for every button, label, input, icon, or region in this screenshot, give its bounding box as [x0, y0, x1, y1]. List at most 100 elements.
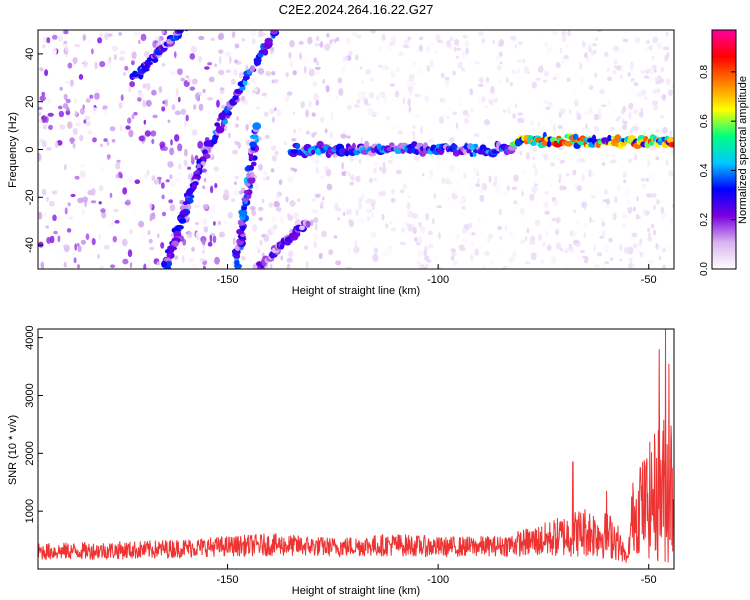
spectrogram-cell — [509, 231, 513, 238]
spectrogram-cell — [532, 164, 536, 169]
spectrogram-cell — [450, 255, 455, 261]
spectrogram-cell — [128, 129, 134, 138]
spectrogram-cell — [258, 163, 263, 171]
spectrogram-cell — [63, 261, 67, 268]
spectrogram-cell — [121, 238, 128, 247]
spectrogram-cell — [591, 43, 598, 47]
spectrogram-cell — [335, 37, 340, 42]
spectrogram-cell — [627, 246, 634, 255]
spectrogram-cell — [310, 209, 315, 213]
spectrogram-cell — [103, 244, 110, 250]
spectrogram-cell — [498, 183, 501, 191]
spectrogram-cell — [642, 208, 647, 215]
spectrogram-feature-cell — [262, 48, 269, 56]
spectrogram-cell — [322, 78, 325, 85]
spectrogram-cell — [235, 123, 240, 128]
spectrogram-feature-cell — [176, 30, 184, 34]
spectrogram-cell — [99, 265, 104, 269]
spectrogram-cell — [291, 138, 297, 142]
spectrogram-cell — [134, 179, 141, 184]
spectrogram-cell — [524, 261, 531, 265]
spectrogram-cell — [473, 167, 479, 175]
spectrogram-feature-cell — [389, 142, 395, 147]
spectrogram-cell — [443, 97, 447, 105]
spectrogram-cell — [655, 129, 661, 133]
spectrogram-cell — [140, 232, 146, 240]
spectrogram-cell — [605, 198, 611, 205]
colorbar: 0.0 0.2 0.4 0.6 0.8 Normalized spectral ampl… — [699, 29, 749, 276]
spectrogram-cell — [523, 66, 530, 74]
spectrogram-cell — [613, 65, 618, 69]
spectrogram-cell — [38, 111, 42, 117]
spectrogram-cell — [310, 219, 314, 227]
spectrogram-cell — [662, 264, 667, 269]
spectrogram-cell — [381, 250, 388, 257]
spectrogram-cell — [583, 205, 587, 211]
spectrogram-cell — [382, 162, 386, 168]
spectrogram-cell — [158, 37, 161, 46]
spectrogram-cell — [557, 125, 563, 129]
spectrogram-cell — [138, 91, 144, 98]
spectrogram-cell — [461, 238, 469, 243]
spectrogram-cell — [403, 39, 410, 44]
spectrogram-cell — [515, 150, 521, 154]
spectrogram-cell — [275, 194, 280, 199]
spectrogram-cell — [210, 232, 215, 236]
spectrogram-cell — [177, 163, 182, 170]
spectrogram-cell — [263, 170, 269, 176]
spectrogram-cell — [426, 171, 429, 176]
spectrogram-cell — [560, 159, 565, 163]
spectrogram-cell — [234, 43, 240, 49]
spectrogram-cell — [601, 162, 606, 166]
spectrogram-cell — [145, 99, 152, 107]
spectrogram-cell — [107, 154, 110, 161]
spectrogram-cell — [532, 156, 535, 161]
spectrogram-cell — [390, 35, 397, 44]
spectrogram-cell — [437, 40, 443, 44]
spectrogram-cell — [185, 75, 190, 79]
spectrogram-feature-cell — [239, 85, 246, 91]
spectrogram-cell — [265, 175, 270, 181]
spectrogram-cell — [640, 177, 646, 182]
spectrogram-feature-cell — [376, 143, 382, 150]
spectrogram-cell — [72, 250, 76, 256]
spectrogram-cell — [58, 110, 65, 118]
spectrogram-cell — [72, 142, 76, 149]
spectrogram-cell — [633, 122, 639, 127]
spectrogram-cell — [394, 125, 399, 130]
spectrogram-cell — [127, 249, 133, 258]
spectrogram-cell — [513, 235, 517, 239]
spectrogram-cell — [488, 233, 494, 239]
spectrogram-cell — [143, 119, 146, 125]
spectrogram-cell — [255, 245, 261, 250]
spectrogram-cell — [335, 260, 342, 266]
spectrogram-cell — [416, 261, 421, 265]
spectrogram-cell — [99, 61, 106, 68]
spectrogram-cell — [238, 103, 241, 107]
spectrogram-feature-cell — [215, 125, 225, 134]
colorbar-tick-label: 0.2 — [699, 212, 710, 226]
spectrogram-cell — [574, 206, 578, 211]
spectrogram-cell — [653, 229, 656, 236]
spectrogram-cell — [458, 200, 462, 205]
spectrogram-cell — [83, 119, 87, 124]
spectrogram-cell — [381, 213, 385, 221]
spectrogram-cell — [48, 200, 55, 207]
spectrogram-cell — [180, 108, 187, 116]
spectrogram-cell — [270, 168, 275, 173]
spectrogram-cell — [202, 244, 206, 250]
spectrogram-cell — [125, 125, 131, 130]
spectrogram-cell — [150, 130, 157, 137]
spectrogram-cell — [218, 32, 225, 40]
spectrogram-cell — [539, 65, 543, 70]
spectrogram-cell — [265, 70, 272, 77]
spectrogram-cell — [427, 138, 434, 144]
spectrogram-cell — [446, 115, 450, 119]
spectrogram-cell — [616, 185, 622, 192]
spectrogram-cell — [74, 243, 78, 251]
spectrogram-cell — [604, 188, 608, 195]
spectrogram-cell — [449, 136, 455, 144]
spectrogram-cell — [441, 177, 445, 184]
spectrogram-cell — [67, 202, 71, 207]
spectrogram-cell — [628, 158, 632, 164]
